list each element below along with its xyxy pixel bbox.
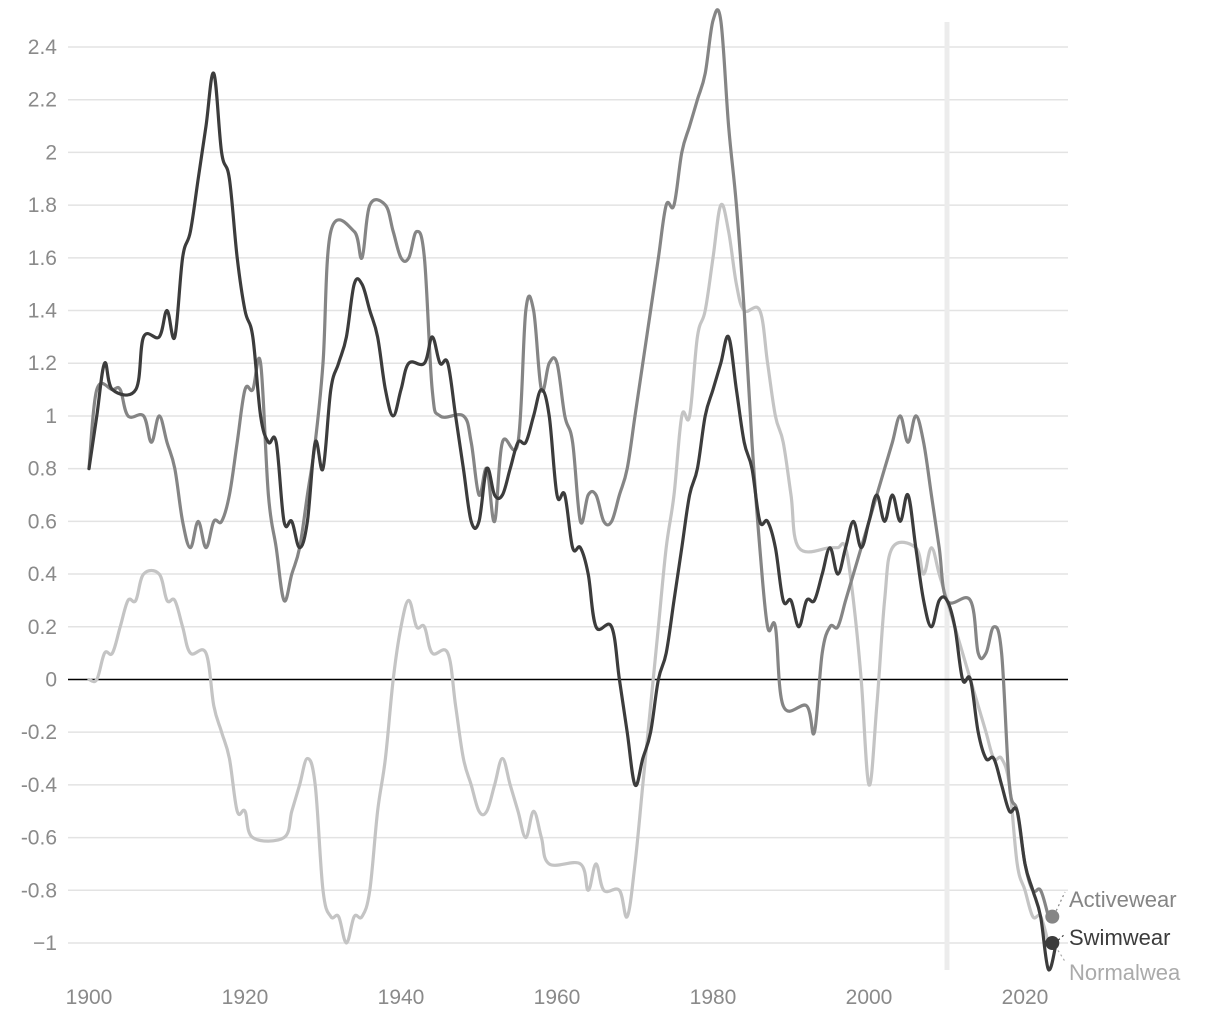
y-tick-label: 2.4 xyxy=(28,36,58,59)
gridlines xyxy=(68,46,1068,944)
x-tick-label: 1960 xyxy=(534,986,581,1009)
y-tick-label: 0.2 xyxy=(28,616,57,639)
x-axis-ticks: 1900 1920 1940 1960 1980 2000 2020 xyxy=(66,986,1049,1009)
y-axis-ticks: 2.4 2.2 2 1.8 1.6 1.4 1.2 1 0.8 0.6 0.4 0.2 0 -0.2 -0.… xyxy=(21,36,58,955)
y-tick-label: -0.4 xyxy=(21,774,58,797)
series-line-swimwear xyxy=(87,71,1058,972)
y-tick-label: 2.2 xyxy=(28,89,57,112)
x-tick-label: 2020 xyxy=(1002,986,1049,1009)
y-tick-label: 1.2 xyxy=(28,352,57,375)
y-tick-label: -0.8 xyxy=(21,879,57,902)
x-tick-label: 1980 xyxy=(690,986,737,1009)
series-line-normalwea xyxy=(87,202,1050,945)
y-tick-label: 1 xyxy=(45,405,57,428)
swimwear-end-dot xyxy=(1045,936,1060,950)
activewear-leader-line xyxy=(1055,891,1066,911)
end-labels: Activewear Swimwear Normalwea xyxy=(1045,887,1181,985)
y-tick-label: 0.8 xyxy=(28,458,57,481)
series-line-activewear xyxy=(87,8,1050,919)
x-tick-label: 2000 xyxy=(846,986,893,1009)
activewear-label: Activewear xyxy=(1069,887,1177,912)
activewear-end-dot xyxy=(1045,909,1060,924)
y-tick-label: 0 xyxy=(45,668,57,691)
highlight-year-band xyxy=(944,22,950,970)
x-tick-label: 1900 xyxy=(66,986,113,1009)
y-tick-label: 0.4 xyxy=(28,563,58,586)
normalwear-label: Normalwea xyxy=(1069,960,1181,985)
y-tick-label: 1.6 xyxy=(28,247,57,270)
series-lines xyxy=(87,8,1058,972)
x-tick-label: 1940 xyxy=(378,986,425,1009)
x-tick-label: 1920 xyxy=(222,986,269,1009)
y-tick-label: 1.8 xyxy=(28,194,57,217)
swimwear-label: Swimwear xyxy=(1069,925,1170,950)
swimwear-leader-line xyxy=(1057,933,1066,941)
y-tick-label: −1 xyxy=(33,932,57,955)
y-tick-label: 1.4 xyxy=(28,300,58,323)
y-tick-label: 0.6 xyxy=(28,510,57,533)
y-tick-label: -0.2 xyxy=(21,721,57,744)
y-tick-label: 2 xyxy=(45,141,57,164)
y-tick-label: -0.6 xyxy=(21,827,57,850)
